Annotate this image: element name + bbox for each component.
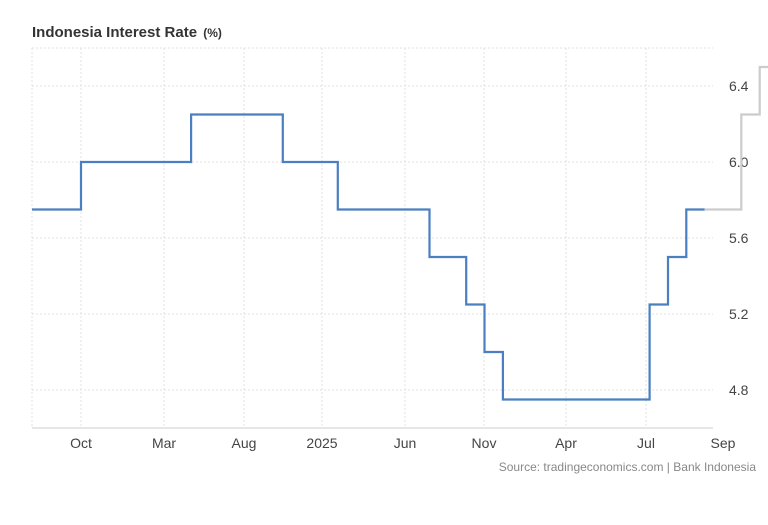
y-tick-label: 4.8 <box>729 382 749 398</box>
source-note: Source: tradingeconomics.com | Bank Indo… <box>498 460 756 474</box>
x-tick-label: Nov <box>472 435 497 451</box>
x-tick-label: Aug <box>232 435 257 451</box>
x-tick-label: 2025 <box>306 435 337 451</box>
y-tick-label: 5.2 <box>729 306 749 322</box>
chart-title-unit: (%) <box>203 26 222 40</box>
x-tick-label: Mar <box>152 435 176 451</box>
y-tick-label: 5.6 <box>729 230 749 246</box>
chart-title: Indonesia Interest Rate (%) <box>32 24 222 41</box>
series-line-forecast <box>704 65 768 211</box>
y-tick-label: 6.0 <box>729 154 749 170</box>
series-line-actual <box>32 113 705 401</box>
x-tick-label: Jun <box>394 435 417 451</box>
x-tick-label: Sep <box>711 435 736 451</box>
x-tick-label: Oct <box>70 435 92 451</box>
y-tick-label: 6.4 <box>729 78 749 94</box>
x-tick-label: Apr <box>555 435 577 451</box>
x-tick-label: Jul <box>637 435 655 451</box>
